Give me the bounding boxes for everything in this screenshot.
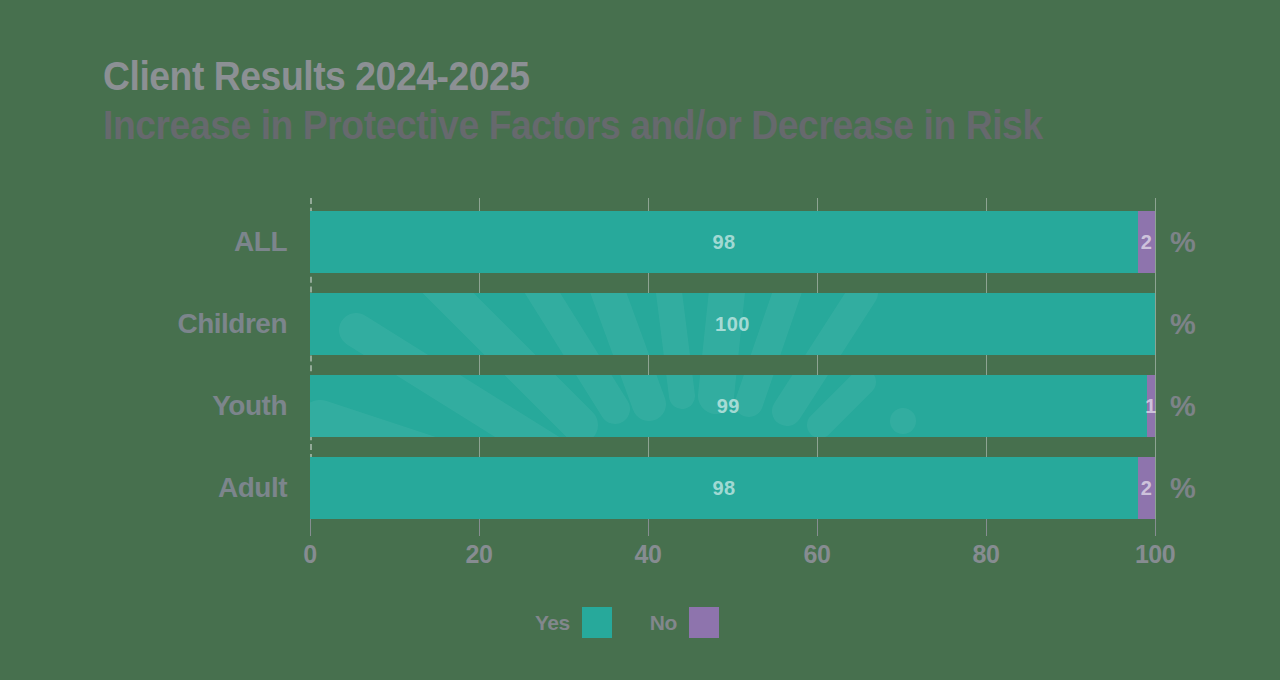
bar-value-label: 1	[1145, 395, 1157, 418]
x-tick-label-60: 60	[804, 540, 831, 569]
chart-title: Client Results 2024-2025 Increase in Pro…	[103, 52, 1043, 150]
bar-segment-yes-all[interactable]: 98	[310, 211, 1138, 273]
bar-segment-no-adult[interactable]: 2	[1138, 457, 1155, 519]
category-label-children: Children	[0, 293, 287, 355]
gridline-100	[1155, 198, 1156, 519]
legend-label-yes[interactable]: Yes	[535, 611, 570, 635]
x-tick-label-0: 0	[303, 540, 316, 569]
bar-segment-yes-youth[interactable]: 99	[310, 375, 1147, 437]
bar-value-label: 98	[712, 231, 735, 254]
category-label-youth: Youth	[0, 375, 287, 437]
bar-segment-yes-adult[interactable]: 98	[310, 457, 1138, 519]
bar-segment-no-youth[interactable]: 1	[1147, 375, 1155, 437]
x-tick-label-40: 40	[635, 540, 662, 569]
chart-canvas: Client Results 2024-2025 Increase in Pro…	[0, 0, 1280, 680]
x-tick-label-80: 80	[973, 540, 1000, 569]
chart-title-line1: Client Results 2024-2025	[103, 52, 1043, 101]
chart-title-line2: Increase in Protective Factors and/or De…	[103, 101, 1043, 150]
legend-swatch-no[interactable]	[689, 607, 719, 638]
legend-label-no[interactable]: No	[650, 611, 677, 635]
bar-value-label: 2	[1141, 231, 1153, 254]
bar-value-label: 98	[712, 477, 735, 500]
bar-value-label: 99	[717, 395, 740, 418]
percent-suffix-children: %	[1170, 293, 1196, 355]
category-label-adult: Adult	[0, 457, 287, 519]
bar-value-label: 100	[715, 313, 750, 336]
category-label-all: ALL	[0, 211, 287, 273]
axis-tick-80	[986, 519, 987, 536]
x-tick-label-100: 100	[1135, 540, 1175, 569]
axis-tick-100	[1155, 519, 1156, 536]
percent-suffix-youth: %	[1170, 375, 1196, 437]
axis-tick-20	[479, 519, 480, 536]
bar-value-label: 2	[1141, 477, 1153, 500]
axis-tick-0	[310, 519, 311, 536]
bar-segment-yes-children[interactable]: 100	[310, 293, 1155, 355]
axis-tick-40	[648, 519, 649, 536]
legend-swatch-yes[interactable]	[582, 607, 612, 638]
legend: Yes No	[535, 607, 719, 638]
percent-suffix-all: %	[1170, 211, 1196, 273]
bar-segment-no-all[interactable]: 2	[1138, 211, 1155, 273]
x-tick-label-20: 20	[466, 540, 493, 569]
percent-suffix-adult: %	[1170, 457, 1196, 519]
axis-tick-60	[817, 519, 818, 536]
